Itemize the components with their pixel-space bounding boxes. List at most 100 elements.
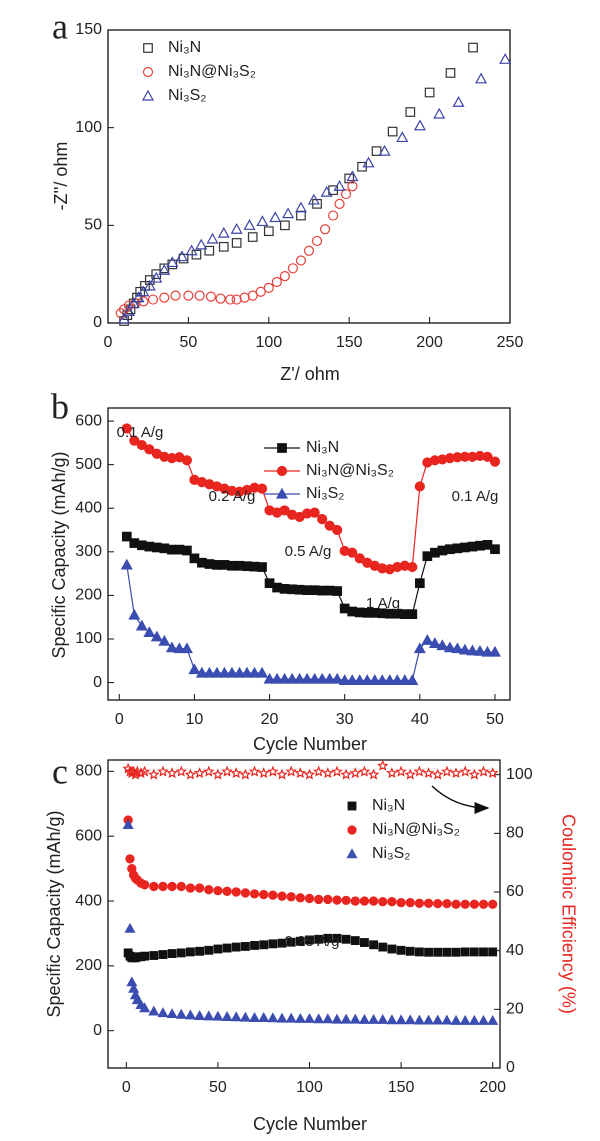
y-tick-label: 600 <box>75 827 102 844</box>
marker <box>210 666 223 678</box>
marker <box>295 255 307 266</box>
marker <box>405 946 415 956</box>
x-tick-label: 100 <box>296 1079 323 1096</box>
legend-label: Ni₃N <box>306 439 339 456</box>
marker <box>222 943 232 953</box>
marker <box>176 948 186 958</box>
legend-marker <box>275 487 289 499</box>
marker <box>158 950 168 959</box>
annotation: 0.25 A/g <box>284 933 339 950</box>
marker <box>286 672 299 684</box>
marker <box>205 291 217 302</box>
y2-tick-label: 40 <box>506 942 524 959</box>
marker <box>293 672 306 684</box>
marker <box>341 934 351 944</box>
marker <box>407 561 418 573</box>
marker <box>324 520 335 531</box>
marker <box>126 976 138 987</box>
panel-label: b <box>51 386 69 426</box>
y2-tick-label: 20 <box>506 1001 524 1018</box>
marker <box>320 185 333 197</box>
x-tick-label: 200 <box>479 1079 506 1096</box>
marker <box>137 285 150 297</box>
marker <box>215 293 226 304</box>
marker <box>473 644 486 656</box>
marker <box>452 96 465 107</box>
marker <box>248 666 261 678</box>
marker <box>488 645 501 657</box>
marker <box>323 894 333 905</box>
marker <box>450 767 462 779</box>
marker <box>414 898 425 908</box>
marker <box>204 245 215 256</box>
marker <box>257 767 270 779</box>
marker <box>193 767 206 779</box>
marker <box>239 768 252 780</box>
marker <box>340 1013 352 1024</box>
y2-tick-label: 80 <box>506 825 524 842</box>
marker <box>158 881 168 892</box>
x-axis-label: Cycle Number <box>253 1114 367 1134</box>
marker <box>222 886 232 896</box>
plot-frame <box>107 759 501 1069</box>
marker <box>296 210 306 221</box>
y-tick-label: 300 <box>75 543 102 560</box>
marker <box>148 768 160 780</box>
marker <box>331 765 343 777</box>
marker <box>285 765 297 777</box>
marker <box>213 944 223 954</box>
marker <box>167 949 177 958</box>
marker <box>459 765 471 777</box>
marker <box>295 893 305 903</box>
marker <box>195 238 208 250</box>
annotation: 0.2 A/g <box>209 488 256 505</box>
marker <box>317 514 328 525</box>
x-tick-label: 0 <box>115 711 124 728</box>
marker <box>349 767 362 779</box>
marker <box>421 634 434 645</box>
marker <box>468 1014 480 1025</box>
legend-label: Ni₃N@Ni₃S₂ <box>372 821 460 838</box>
marker <box>294 1012 306 1023</box>
marker <box>413 642 426 654</box>
marker <box>250 941 259 950</box>
marker <box>358 1013 370 1024</box>
marker <box>378 897 388 907</box>
marker <box>231 294 242 305</box>
marker <box>285 1012 297 1023</box>
marker <box>368 674 381 685</box>
marker <box>477 1014 490 1025</box>
marker <box>256 666 269 678</box>
x-tick-label: 40 <box>411 711 429 728</box>
legend-label: Ni₃S₂ <box>168 87 207 104</box>
marker <box>118 312 131 324</box>
marker <box>477 765 490 777</box>
marker <box>398 674 411 685</box>
marker <box>267 1012 279 1023</box>
marker <box>396 898 406 908</box>
marker <box>267 765 279 777</box>
marker <box>185 883 196 893</box>
marker <box>271 672 284 684</box>
marker <box>166 256 179 268</box>
marker <box>123 300 135 311</box>
marker <box>334 198 345 209</box>
marker <box>468 768 481 780</box>
marker <box>263 672 276 684</box>
marker <box>321 767 334 779</box>
marker <box>184 768 197 780</box>
marker <box>383 674 396 685</box>
marker <box>180 642 193 654</box>
marker <box>195 946 205 956</box>
marker <box>150 271 163 283</box>
marker <box>243 219 256 230</box>
marker <box>386 767 398 779</box>
marker <box>121 531 132 542</box>
marker <box>319 224 331 235</box>
marker <box>488 899 498 909</box>
marker <box>489 456 501 467</box>
legend-marker <box>347 825 357 835</box>
legend-marker <box>277 443 287 453</box>
x-axis-label: Cycle Number <box>253 734 367 754</box>
marker <box>441 765 453 777</box>
